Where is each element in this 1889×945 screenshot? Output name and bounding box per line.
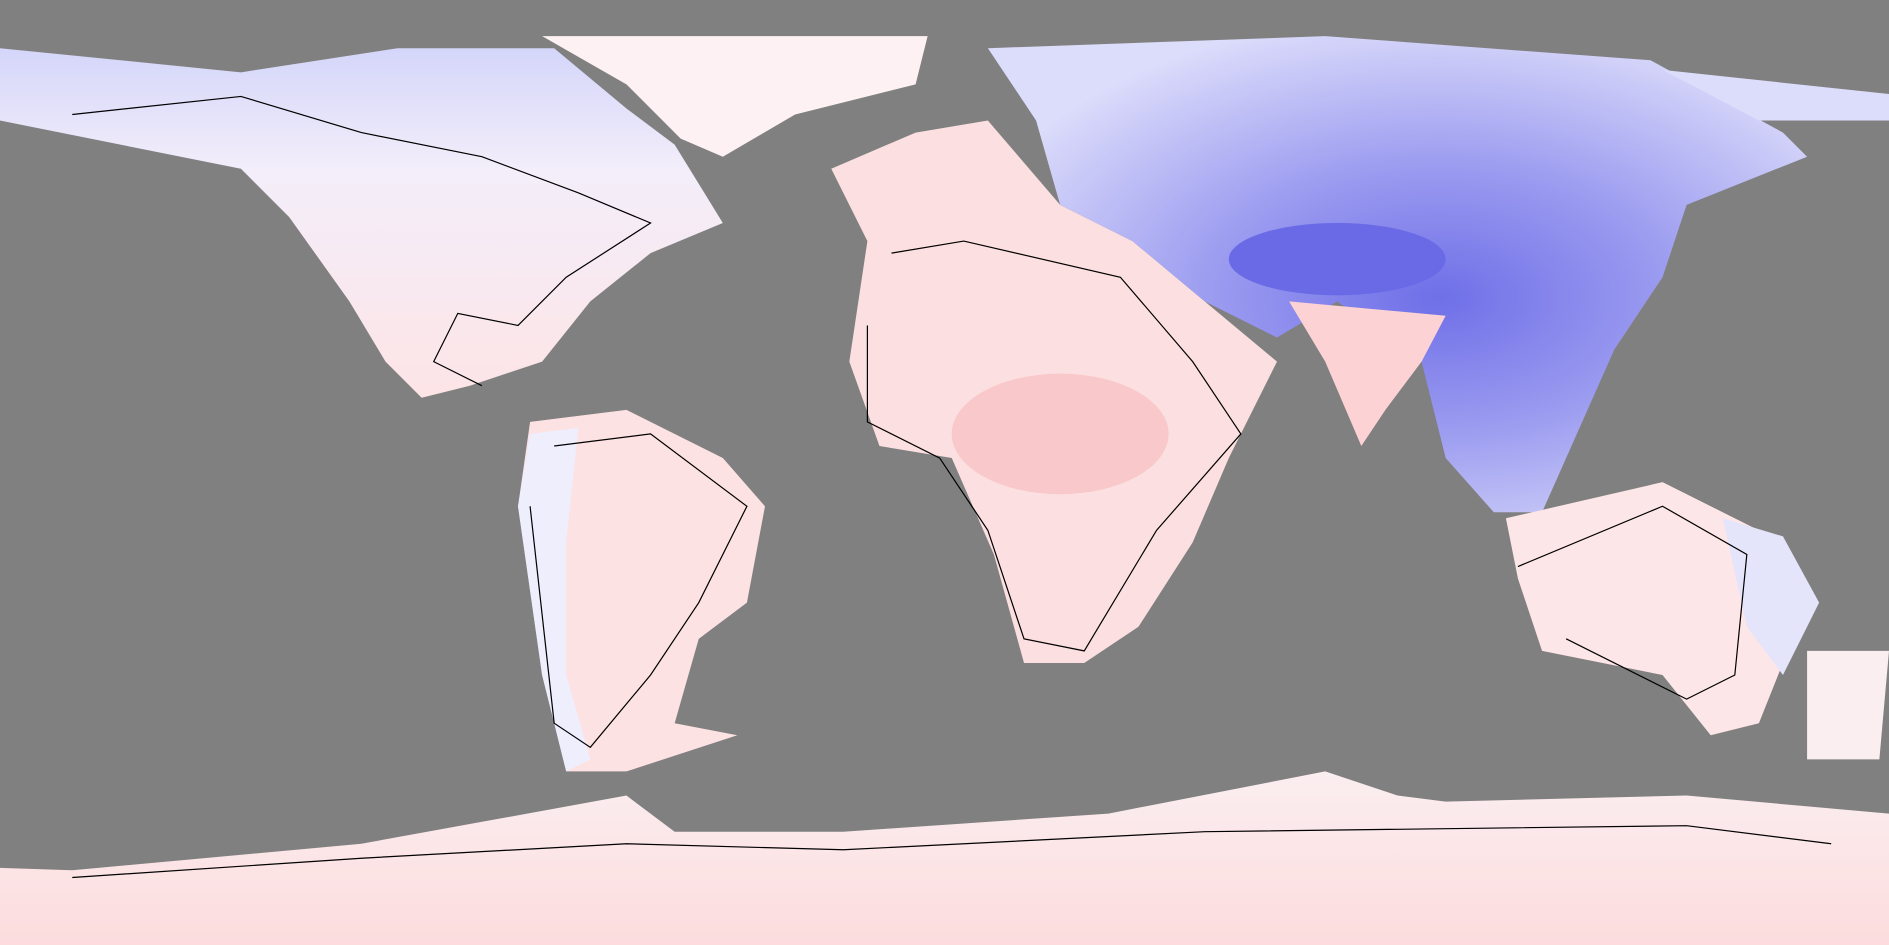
- coastline: [1517, 505, 1748, 700]
- asia-cold-core: [1228, 222, 1446, 296]
- antarctica: [0, 771, 1889, 945]
- africa-warm: [951, 373, 1169, 495]
- coastline: [72, 825, 1832, 879]
- india: [1289, 301, 1446, 446]
- chukotka: [1662, 69, 1889, 121]
- north-america: [0, 48, 723, 398]
- greenland: [542, 36, 928, 157]
- south-america-west: [518, 427, 591, 772]
- coastline: [72, 95, 652, 387]
- coastline: [866, 240, 1242, 652]
- coastline: [529, 433, 748, 749]
- new-zealand: [1807, 650, 1889, 760]
- south-america: [518, 409, 765, 772]
